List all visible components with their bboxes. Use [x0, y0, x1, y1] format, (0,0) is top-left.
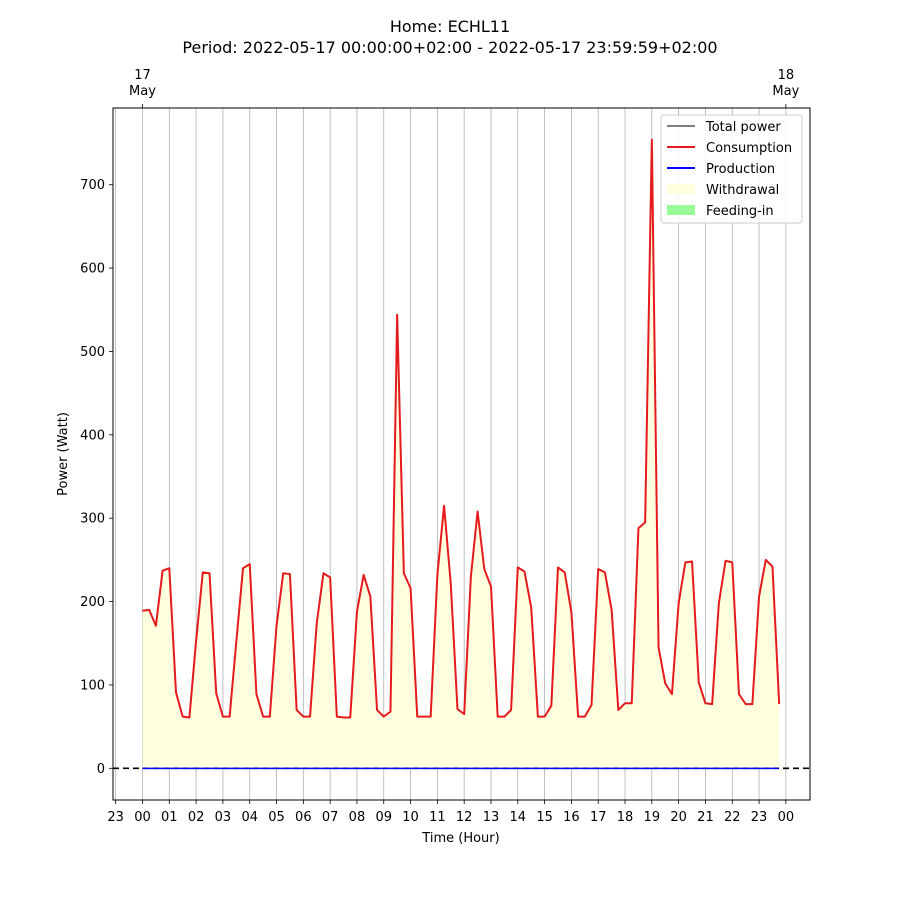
x-axis-label: Time (Hour): [421, 831, 499, 846]
x-tick-label: 16: [563, 810, 580, 825]
legend-label: Withdrawal: [706, 183, 779, 198]
x-tick-label: 23: [107, 810, 124, 825]
chart-title: Home: ECHL11: [390, 17, 510, 36]
y-tick-label: 400: [80, 428, 105, 443]
x-tick-label: 04: [241, 810, 258, 825]
legend-label: Production: [706, 162, 775, 177]
top-tick-day: 17: [134, 68, 151, 83]
x-tick-label: 03: [215, 810, 232, 825]
consumption-line: [142, 138, 781, 719]
x-tick-label: 07: [322, 810, 339, 825]
series-layer: [142, 138, 781, 770]
x-tick-label: 10: [402, 810, 419, 825]
y-axis-label: Power (Watt): [56, 412, 71, 496]
x-tick-label: 06: [295, 810, 312, 825]
x-tick-label: 22: [724, 810, 741, 825]
legend-swatch-feeding-in: [667, 205, 695, 215]
x-tick-label: 18: [617, 810, 634, 825]
x-tick-label: 09: [375, 810, 392, 825]
legend-swatch-withdrawal: [667, 184, 695, 194]
y-tick-label: 200: [80, 595, 105, 610]
top-tick-day: 18: [778, 68, 795, 83]
legend-box: [660, 114, 803, 224]
legend-label: Total power: [705, 120, 781, 135]
withdrawal-area-layer: [142, 139, 780, 769]
x-tick-label: 02: [188, 810, 205, 825]
chart-subtitle: Period: 2022-05-17 00:00:00+02:00 - 2022…: [182, 38, 717, 57]
y-tick-label: 0: [97, 762, 105, 777]
top-tick-month: May: [772, 84, 799, 99]
x-tick-label: 17: [590, 810, 607, 825]
x-tick-label: 21: [697, 810, 714, 825]
x-tick-label: 14: [510, 810, 527, 825]
legend: Total power Consumption Production Withdraw…: [660, 114, 803, 224]
x-tick-label: 11: [429, 810, 446, 825]
x-tick-label: 08: [349, 810, 366, 825]
plot-frame: [112, 107, 811, 801]
top-tick-month: May: [129, 84, 156, 99]
x-tick-label: 00: [134, 810, 151, 825]
y-tick-label: 700: [80, 178, 105, 193]
withdrawal-area: [142, 139, 780, 769]
legend-label: Consumption: [706, 141, 792, 156]
x-tick-label: 01: [161, 810, 178, 825]
y-tick-label: 100: [80, 678, 105, 693]
legend-label: Feeding-in: [706, 204, 774, 219]
y-tick-label: 300: [80, 512, 105, 527]
y-tick-label: 600: [80, 262, 105, 277]
x-tick-label: 15: [536, 810, 553, 825]
x-tick-label: 05: [268, 810, 285, 825]
x-tick-label: 00: [778, 810, 795, 825]
x-tick-label: 23: [751, 810, 768, 825]
x-tick-label: 12: [456, 810, 473, 825]
x-tick-label: 19: [644, 810, 661, 825]
x-tick-label: 20: [670, 810, 687, 825]
x-tick-label: 13: [483, 810, 500, 825]
y-axis: 0 100 200 300 400 500 600 700: [80, 178, 113, 777]
y-tick-label: 500: [80, 345, 105, 360]
x-axis: 23 00 01 02 03 04 05 06 07 08 09 10 11 12 13 14 15 16 17 18…: [107, 800, 794, 825]
